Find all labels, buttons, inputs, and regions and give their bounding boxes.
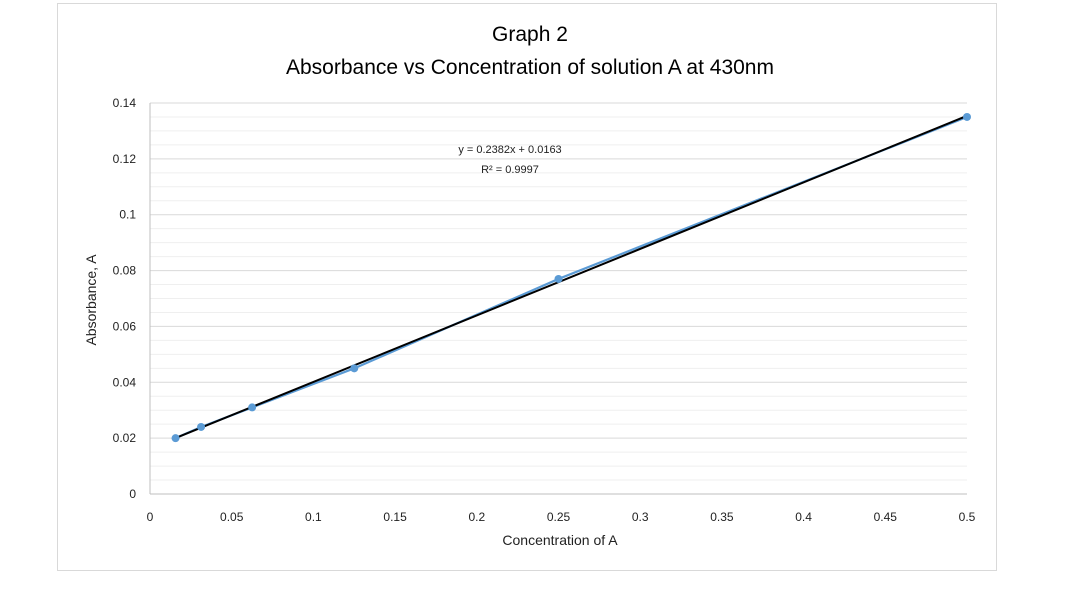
y-tick-label: 0.04 xyxy=(113,375,137,389)
data-point xyxy=(963,112,971,121)
x-tick-label: 0.25 xyxy=(547,510,571,524)
y-tick-label: 0.14 xyxy=(113,96,137,110)
x-tick-label: 0.4 xyxy=(795,510,812,524)
x-tick-label: 0 xyxy=(147,510,154,524)
trendline-equation: y = 0.2382x + 0.0163 xyxy=(458,144,561,156)
x-tick-label: 0.15 xyxy=(383,510,407,524)
x-tick-label: 0.1 xyxy=(305,510,322,524)
x-tick-labels: 0 0.05 0.1 0.15 0.2 0.25 0.3 0.35 0.4 0.45 0.5 xyxy=(147,510,976,524)
axis-layer xyxy=(149,103,967,495)
y-tick-label: 0.1 xyxy=(119,208,136,222)
data-point xyxy=(554,274,563,283)
trendline xyxy=(175,114,968,440)
x-tick-label: 0.35 xyxy=(710,510,734,524)
data-point xyxy=(171,434,180,443)
data-point xyxy=(248,403,257,412)
chart-frame: Graph 2 Absorbance vs Concentration of s… xyxy=(57,3,997,571)
data-point xyxy=(350,364,359,373)
x-tick-label: 0.5 xyxy=(959,510,976,524)
y-tick-label: 0.08 xyxy=(113,264,137,278)
x-tick-label: 0.2 xyxy=(468,510,485,524)
trendline-layer xyxy=(175,114,968,440)
y-tick-label: 0 xyxy=(129,487,136,501)
x-tick-label: 0.45 xyxy=(874,510,898,524)
y-tick-label: 0.12 xyxy=(113,152,137,166)
y-tick-label: 0.06 xyxy=(113,319,137,333)
chart-subtitle: Absorbance vs Concentration of solution … xyxy=(286,56,774,79)
chart-title: Graph 2 xyxy=(492,23,568,46)
x-axis-label: Concentration of A xyxy=(502,532,618,548)
x-tick-label: 0.3 xyxy=(632,510,649,524)
y-tick-label: 0.02 xyxy=(113,431,137,445)
trendline-r-squared: R² = 0.9997 xyxy=(481,164,539,176)
y-axis-label: Absorbance, A xyxy=(83,254,99,346)
y-tick-labels: 0 0.02 0.04 0.06 0.08 0.1 0.12 0.14 xyxy=(113,96,137,501)
grid-layer xyxy=(150,102,967,481)
points-layer xyxy=(171,112,971,443)
data-point xyxy=(197,422,206,431)
chart-svg: Graph 2 Absorbance vs Concentration of s… xyxy=(83,23,976,548)
x-tick-label: 0.05 xyxy=(220,510,244,524)
